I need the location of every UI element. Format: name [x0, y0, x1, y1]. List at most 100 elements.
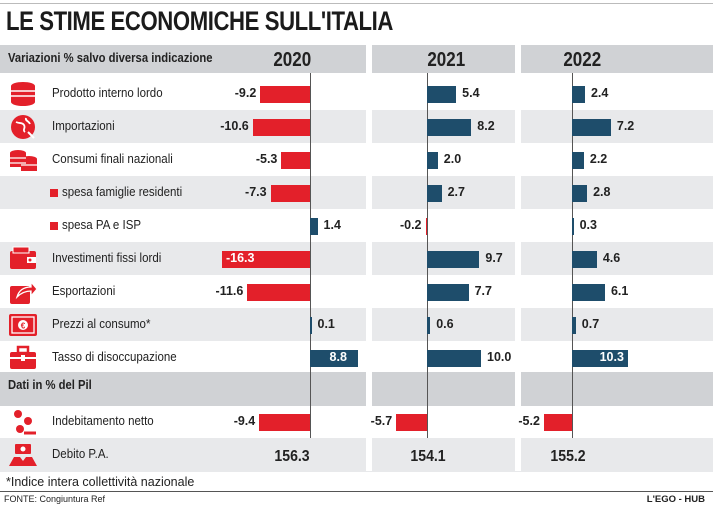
- wallet-icon: [8, 244, 38, 274]
- axis-line-2020: [310, 73, 311, 438]
- banknote-icon: €: [8, 310, 38, 340]
- hands-money-icon: [8, 440, 38, 470]
- bar-negative: [270, 184, 310, 202]
- bar-negative: [260, 85, 310, 103]
- bar-positive: [310, 217, 318, 235]
- data-label: -5.3: [255, 151, 278, 166]
- data-label: 0.1: [317, 316, 335, 331]
- data-label: 7.7: [474, 283, 492, 298]
- data-label: 0.6: [436, 316, 454, 331]
- column-gap: [366, 45, 372, 471]
- bar-positive: [427, 349, 481, 367]
- data-label: 2.8: [593, 184, 611, 199]
- row-label: Esportazioni: [52, 283, 116, 298]
- debt-value: 156.3: [274, 448, 310, 465]
- section-pil-band: [0, 372, 713, 406]
- header-band: [0, 45, 713, 73]
- bar-positive: [572, 151, 584, 169]
- year-label-2020: 2020: [273, 49, 312, 71]
- chart-title: LE STIME ECONOMICHE SULL'ITALIA: [6, 6, 393, 36]
- data-label: 9.7: [485, 250, 503, 265]
- top-rule: [0, 3, 713, 4]
- data-label: -10.6: [220, 118, 249, 133]
- bar-positive: [572, 217, 574, 235]
- data-label: 6.1: [610, 283, 629, 298]
- source-text: FONTE: Congiuntura Ref: [4, 494, 106, 504]
- data-label: 2.4: [590, 85, 609, 100]
- table-row: [0, 308, 713, 341]
- bar-negative: [425, 217, 427, 235]
- row-label: Indebitamento netto: [52, 414, 154, 428]
- bar-positive: [572, 250, 597, 268]
- table-row: [0, 438, 713, 472]
- footnote: *Indice intera collettività nazionale: [6, 475, 195, 489]
- data-label: 7.2: [616, 118, 635, 133]
- brand-credit: L'EGO - HUB: [646, 494, 705, 505]
- section-pil-label: Dati in % del Pil: [8, 378, 92, 392]
- row-label: Consumi finali nazionali: [52, 151, 173, 166]
- data-label: -9.2: [234, 85, 257, 100]
- data-label: 2.7: [447, 184, 465, 199]
- bar-positive: [572, 184, 588, 202]
- coin-stack-icon: [8, 79, 38, 109]
- row-label: spesa PA e ISP: [62, 217, 142, 232]
- bar-positive: [572, 85, 585, 103]
- bar-positive: [572, 349, 628, 367]
- data-label: 4.6: [602, 250, 621, 265]
- row-label: Tasso di disoccupazione: [52, 349, 177, 364]
- debt-value: 154.1: [410, 448, 446, 465]
- table-row: [0, 176, 713, 209]
- bottom-rule: [0, 491, 713, 492]
- data-label: -7.3: [245, 184, 267, 199]
- svg-text:€: €: [21, 321, 26, 330]
- row-label: Prezzi al consumo*: [52, 316, 151, 331]
- briefcase-icon: [8, 343, 38, 373]
- bar-positive: [427, 316, 431, 334]
- row-label: spesa famiglie residenti: [62, 184, 183, 199]
- bar-positive: [572, 283, 605, 301]
- bar-positive: [427, 118, 472, 136]
- falling-coins-icon: [8, 407, 38, 437]
- data-label: 10.0: [487, 349, 512, 364]
- header-label: Variazioni % salvo diversa indicazione: [8, 51, 213, 65]
- year-label-2022: 2022: [563, 49, 602, 71]
- bar-positive: [427, 250, 480, 268]
- bar-negative: [247, 283, 310, 301]
- bar-positive: [572, 118, 611, 136]
- data-label: 8.8: [329, 349, 347, 364]
- bar-positive: [427, 85, 457, 103]
- bar-negative: [396, 414, 427, 431]
- bar-positive: [310, 316, 312, 334]
- coins-icon: [8, 145, 38, 175]
- data-label: -16.3: [225, 250, 255, 265]
- data-label: 2.2: [589, 151, 608, 166]
- row-label: Importazioni: [52, 118, 115, 133]
- bar-positive: [427, 151, 438, 169]
- bullet-square-icon: [50, 188, 58, 197]
- bar-positive: [427, 283, 469, 301]
- row-label: Debito P.A.: [52, 447, 109, 461]
- data-label: 0.3: [579, 217, 597, 232]
- data-label: -9.4: [233, 414, 256, 428]
- globe-import-icon: [8, 112, 38, 142]
- data-label: -5.7: [370, 414, 393, 428]
- export-arrow-icon: [8, 277, 38, 307]
- bar-positive: [310, 349, 358, 367]
- column-gap: [515, 45, 521, 471]
- year-label-2021: 2021: [427, 49, 466, 71]
- data-label: 1.4: [323, 217, 341, 232]
- data-label: 5.4: [462, 85, 480, 100]
- bullet-square-icon: [50, 221, 58, 230]
- data-label: 0.7: [581, 316, 600, 331]
- bar-negative: [281, 151, 310, 169]
- bar-negative: [252, 118, 310, 136]
- bar-positive: [572, 316, 576, 334]
- data-label: 10.3: [599, 349, 624, 364]
- bar-negative: [543, 414, 572, 431]
- data-label: -5.2: [518, 414, 540, 428]
- bar-negative: [221, 250, 310, 268]
- bar-negative: [259, 414, 310, 431]
- data-label: 2.0: [443, 151, 462, 166]
- bar-positive: [427, 184, 442, 202]
- data-label: -11.6: [215, 283, 244, 298]
